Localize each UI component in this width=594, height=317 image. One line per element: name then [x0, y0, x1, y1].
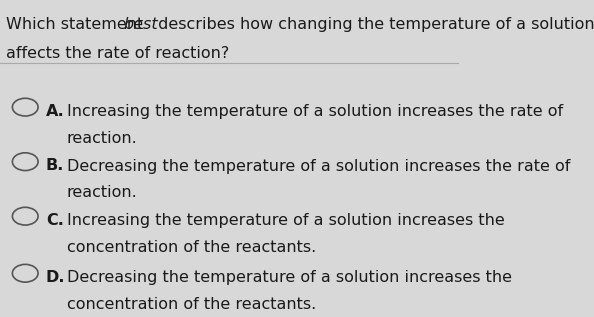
Text: D.: D. — [46, 270, 65, 285]
Text: Increasing the temperature of a solution increases the: Increasing the temperature of a solution… — [67, 213, 504, 228]
Text: Decreasing the temperature of a solution increases the rate of: Decreasing the temperature of a solution… — [67, 158, 570, 173]
Text: Increasing the temperature of a solution increases the rate of: Increasing the temperature of a solution… — [67, 104, 563, 119]
Text: best: best — [124, 17, 159, 32]
Text: concentration of the reactants.: concentration of the reactants. — [67, 240, 316, 255]
Text: concentration of the reactants.: concentration of the reactants. — [67, 297, 316, 312]
Text: Which statement: Which statement — [5, 17, 148, 32]
Text: affects the rate of reaction?: affects the rate of reaction? — [5, 46, 229, 61]
Text: Decreasing the temperature of a solution increases the: Decreasing the temperature of a solution… — [67, 270, 511, 285]
Text: reaction.: reaction. — [67, 185, 137, 200]
Text: C.: C. — [46, 213, 64, 228]
Text: describes how changing the temperature of a solution: describes how changing the temperature o… — [153, 17, 594, 32]
Text: B.: B. — [46, 158, 64, 173]
Text: reaction.: reaction. — [67, 131, 137, 146]
Text: A.: A. — [46, 104, 65, 119]
